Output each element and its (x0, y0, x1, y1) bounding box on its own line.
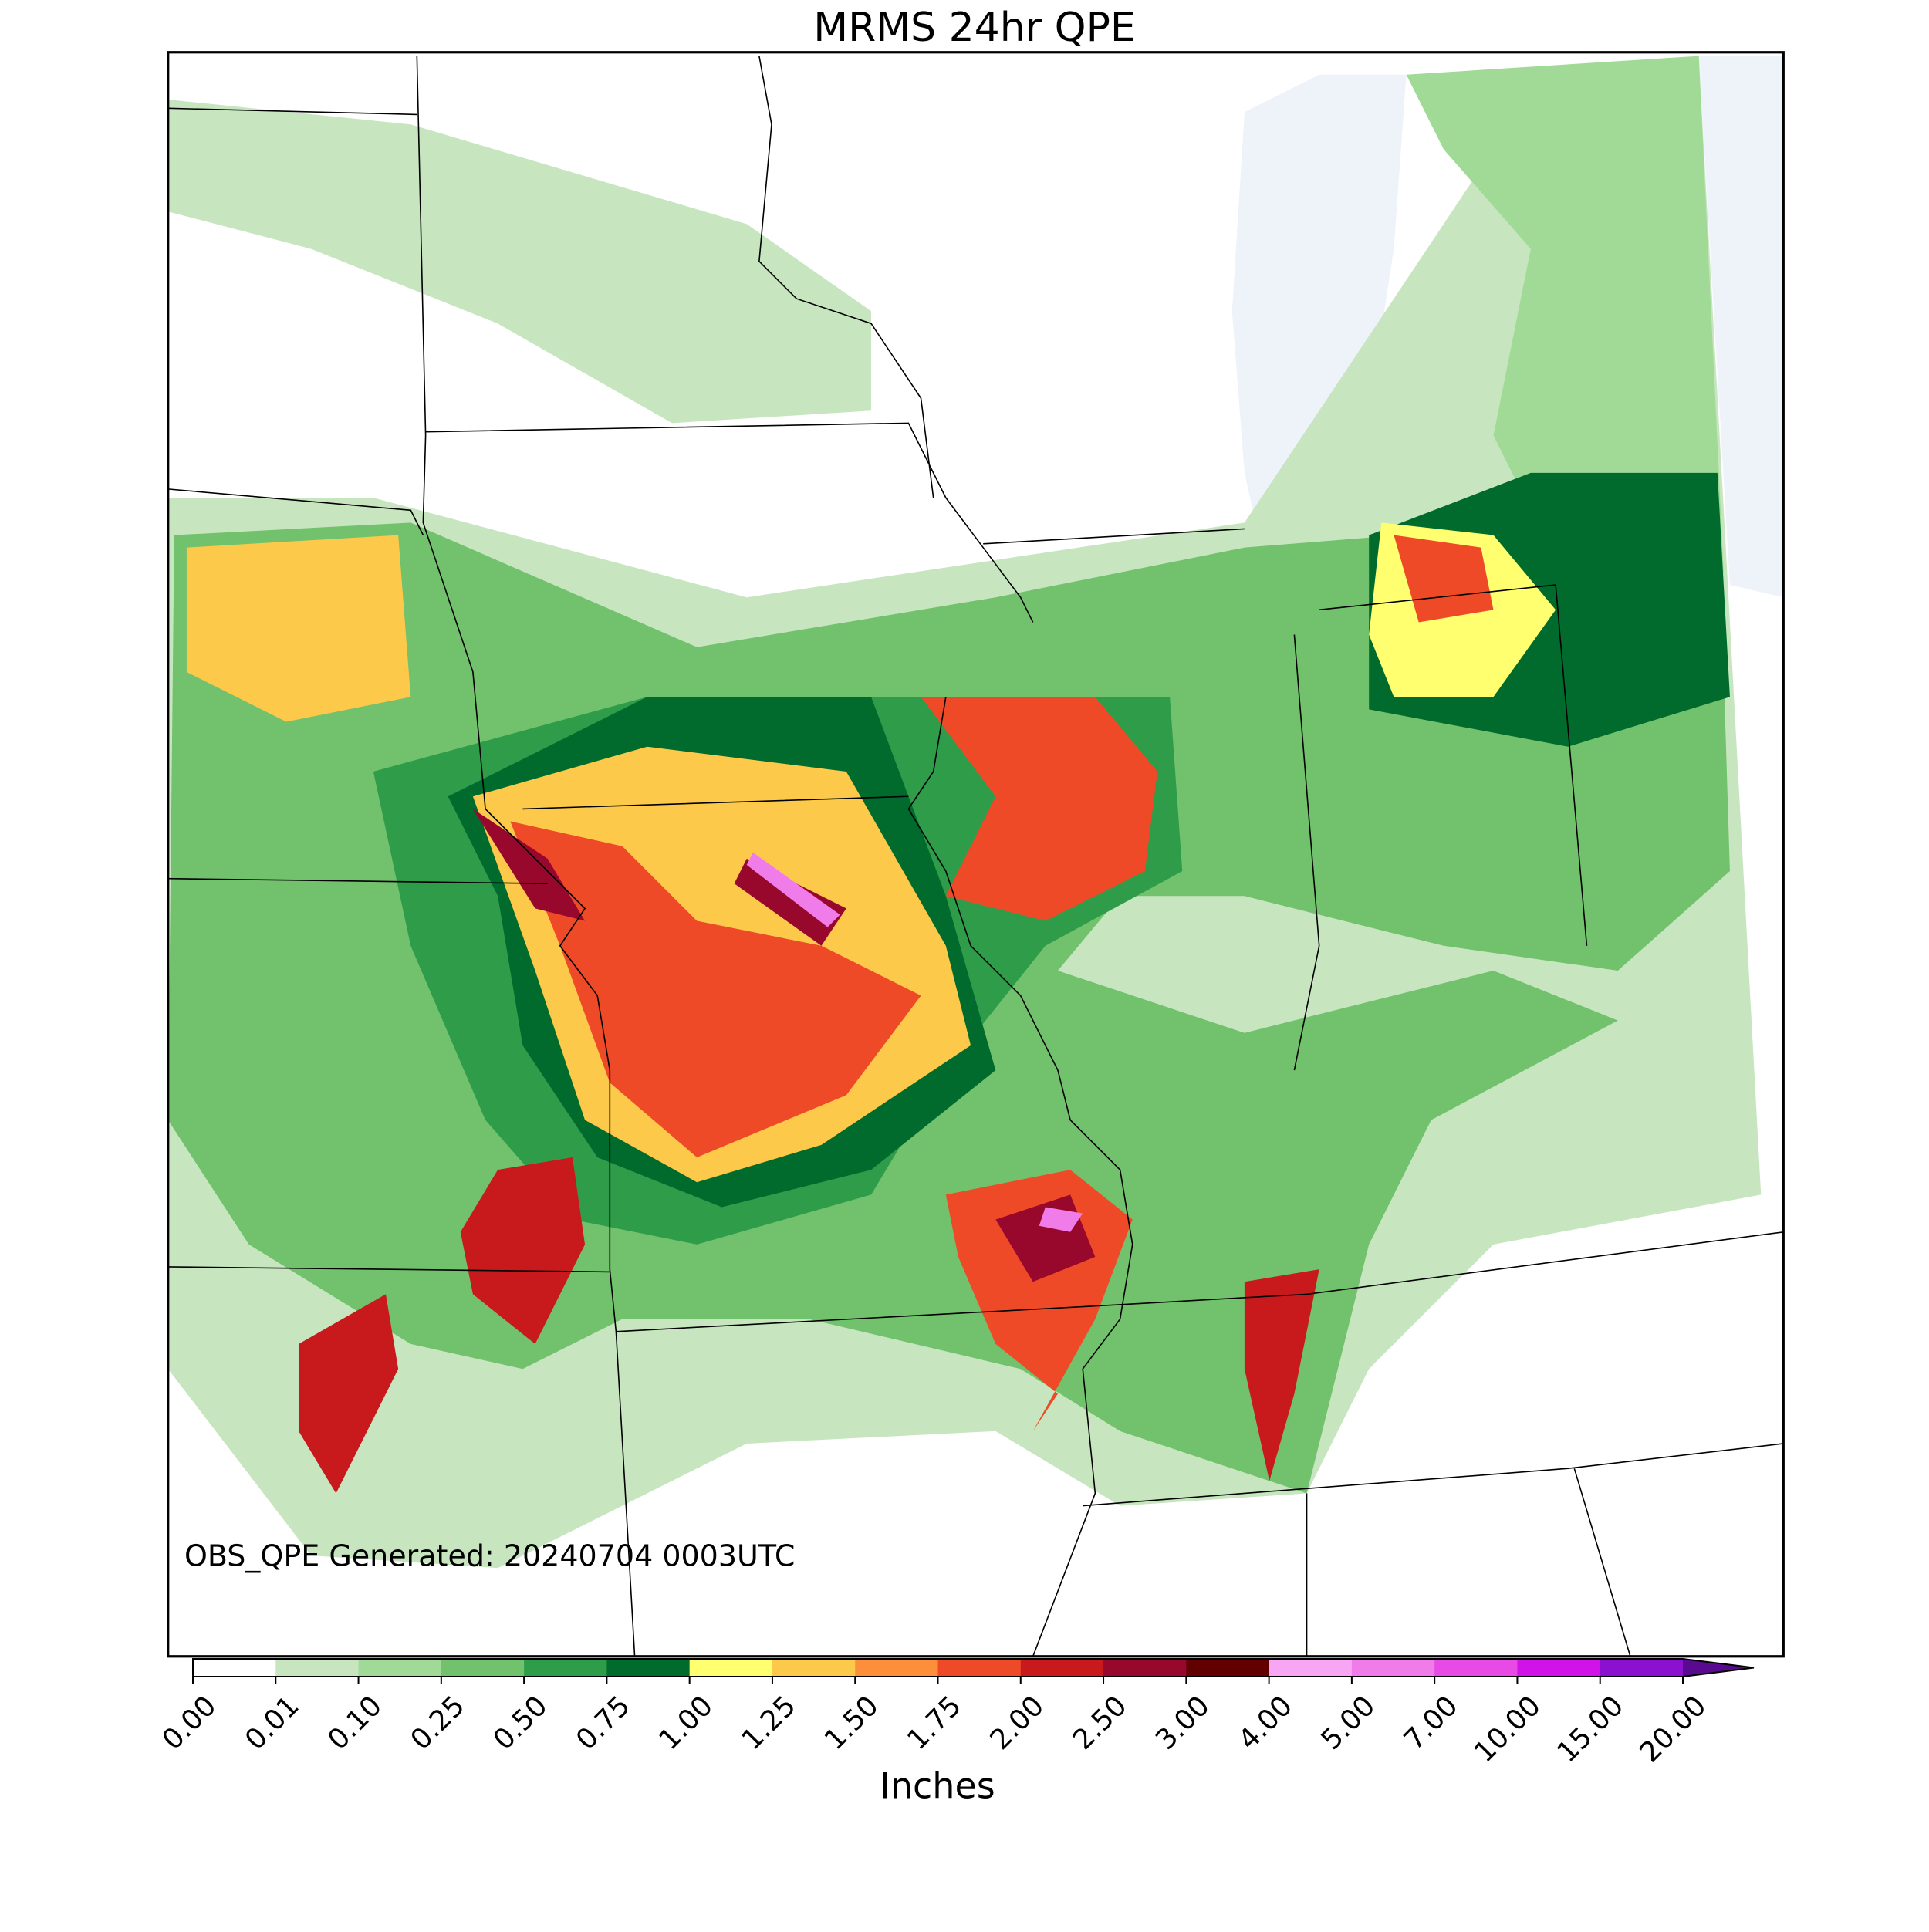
map (167, 51, 1785, 1658)
colorbar-tick-label: 3.00 (1150, 1690, 1216, 1756)
colorbar-tick-label: 0.10 (322, 1690, 388, 1756)
map-frame (167, 51, 1785, 1658)
colorbar-segment (275, 1659, 360, 1677)
colorbar-tick-label: 1.50 (819, 1690, 885, 1756)
colorbar-segment (1269, 1659, 1353, 1677)
colorbar-tick-label: 2.50 (1067, 1690, 1133, 1756)
colorbar-segment (1103, 1659, 1187, 1677)
rain-pink (746, 852, 840, 927)
rain-pink (1039, 1207, 1083, 1232)
rain-red (299, 1157, 1319, 1494)
colorbar-label: Inches (880, 1765, 995, 1807)
rain-dark-red (472, 809, 846, 946)
colorbar-tick-label: 15.00 (1551, 1690, 1630, 1768)
colorbar-segment (1517, 1659, 1601, 1677)
colorbar-tick-label: 0.25 (405, 1690, 471, 1756)
state-borders (167, 56, 1784, 1657)
colorbar-segment (937, 1659, 1022, 1677)
annotation: OBS_QPE Generated: 20240704 0003UTC (184, 1539, 795, 1573)
colorbar-segment (1351, 1659, 1435, 1677)
colorbar-tick-label: 10.00 (1468, 1690, 1547, 1768)
colorbar-tick-label: 0.01 (239, 1690, 306, 1756)
colorbar-tick-label: 0.50 (488, 1690, 554, 1756)
rain-red (1394, 535, 1494, 623)
colorbar-segment (1186, 1659, 1270, 1677)
colorbar-tick-label: 4.00 (1232, 1690, 1299, 1756)
colorbar-segment (772, 1659, 856, 1677)
colorbar-segment (689, 1659, 773, 1677)
rain-light-green (1406, 56, 1724, 586)
colorbar-segment (1600, 1659, 1684, 1677)
colorbar-segment (358, 1659, 442, 1677)
rain-light (167, 100, 872, 424)
colorbar-outline (192, 1658, 1755, 1677)
colorbar-segment (1020, 1659, 1104, 1677)
rain-red (921, 697, 1157, 921)
colorbar-segment (855, 1659, 938, 1677)
colorbar-segment (193, 1659, 276, 1677)
colorbar: 0.00 0.01 0.10 0.25 0.50 0.75 1.00 1.25 1.50 1.75… (157, 1658, 1755, 1768)
colorbar-tick-label: 1.00 (653, 1690, 719, 1756)
colorbar-segment (1434, 1659, 1518, 1677)
colorbar-segment (606, 1659, 691, 1677)
colorbar-tick-label: 0.75 (570, 1690, 637, 1756)
colorbar-tick-label: 20.00 (1634, 1690, 1713, 1768)
colorbar-segment (441, 1659, 525, 1677)
rain-yellow (186, 535, 411, 722)
lake-huron (1698, 56, 1784, 598)
colorbar-tick-label: 2.00 (985, 1690, 1051, 1756)
colorbar-tick-label: 1.25 (736, 1690, 802, 1756)
colorbar-extend (1683, 1659, 1754, 1677)
colorbar-tick-label: 1.75 (901, 1690, 968, 1756)
colorbar-tick-label: 7.00 (1398, 1690, 1464, 1756)
map-title: MRMS 24hr QPE (813, 5, 1136, 51)
rain-red (510, 821, 921, 1157)
colorbar-tick-label: 0.00 (157, 1690, 223, 1756)
colorbar-segment (524, 1659, 607, 1677)
colorbar-tick-label: 5.00 (1316, 1690, 1382, 1756)
